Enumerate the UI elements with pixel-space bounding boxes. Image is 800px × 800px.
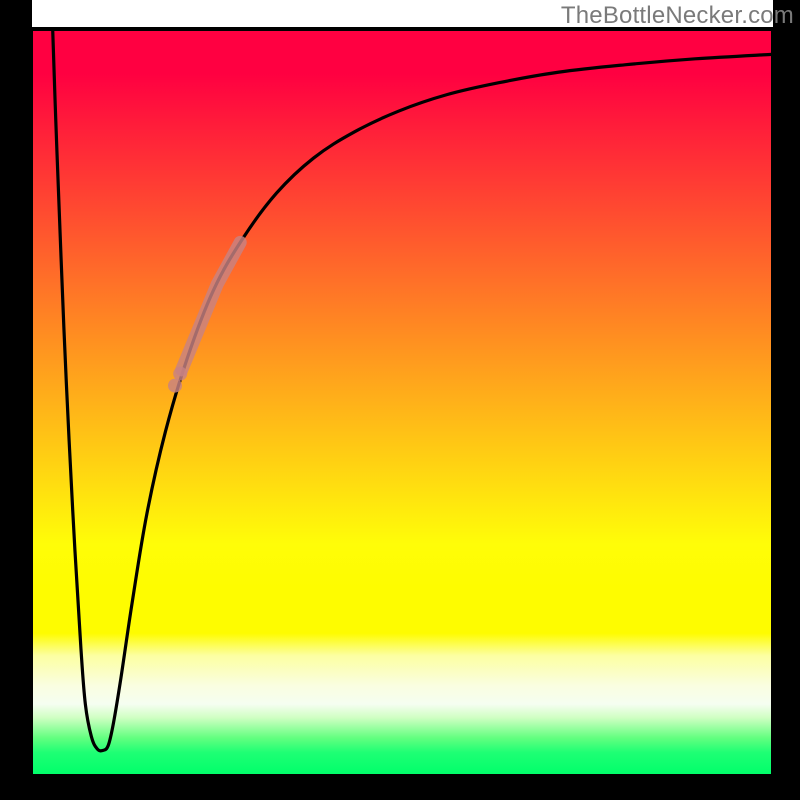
chart-canvas: TheBottleNecker.com <box>0 0 800 800</box>
chart-svg <box>0 0 800 800</box>
gradient-background <box>32 29 773 775</box>
